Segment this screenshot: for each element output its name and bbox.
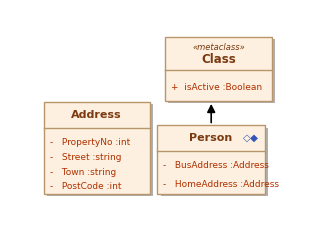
- Bar: [165, 37, 272, 101]
- Bar: [44, 102, 150, 194]
- Text: -   BusAddress :Address: - BusAddress :Address: [164, 161, 269, 170]
- Text: -   PropertyNo :int: - PropertyNo :int: [50, 138, 130, 147]
- Text: +  isActive :Boolean: + isActive :Boolean: [171, 83, 262, 92]
- Text: -   Town :string: - Town :string: [50, 168, 116, 176]
- Text: -   PostCode :int: - PostCode :int: [50, 182, 121, 191]
- Bar: [47, 104, 153, 196]
- Bar: [160, 128, 268, 196]
- Text: «metaclass»: «metaclass»: [192, 43, 245, 52]
- Text: -   HomeAddress :Address: - HomeAddress :Address: [164, 180, 279, 189]
- Text: Class: Class: [201, 53, 236, 66]
- Text: Person: Person: [189, 133, 233, 143]
- Text: ◇◆: ◇◆: [243, 133, 259, 143]
- Bar: [157, 125, 265, 194]
- Bar: [168, 40, 276, 103]
- Text: Address: Address: [71, 110, 122, 120]
- Text: -   Street :string: - Street :string: [50, 153, 121, 162]
